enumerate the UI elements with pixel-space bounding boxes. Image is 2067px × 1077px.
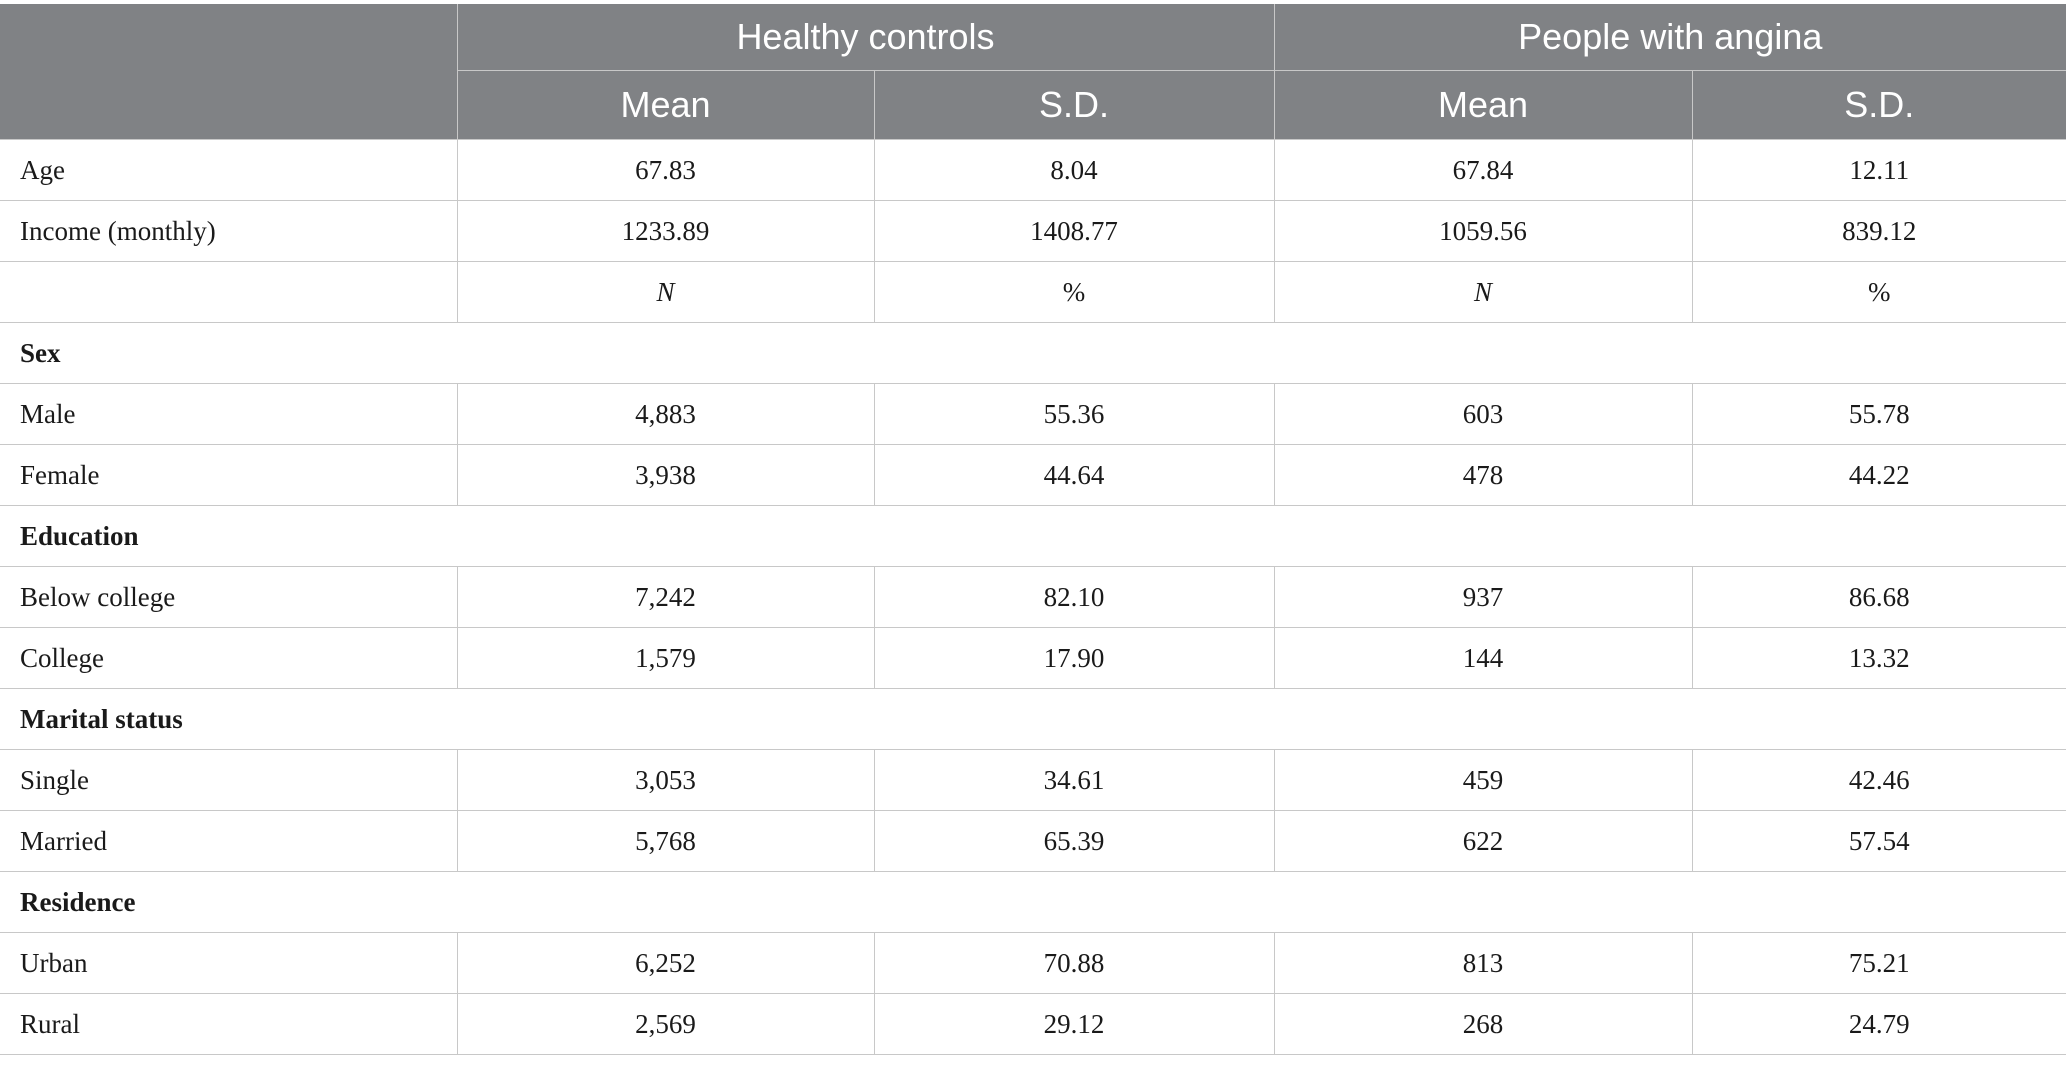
header-group-angina: People with angina [1273, 4, 2067, 71]
section-row-residence: Residence [0, 871, 2067, 933]
cell-healthy-pct: 44.64 [873, 444, 1275, 506]
cell-healthy-n: 3,938 [456, 444, 875, 506]
table-row-married: Married 5,768 65.39 622 57.54 [0, 810, 2067, 872]
table-row-age: Age 67.83 8.04 67.84 12.11 [0, 139, 2067, 201]
cell-angina-n: 268 [1273, 993, 1693, 1055]
table-row-below-college: Below college 7,242 82.10 937 86.68 [0, 566, 2067, 628]
cell-healthy-pct: 82.10 [873, 566, 1275, 628]
cell-angina-sd: 12.11 [1691, 139, 2067, 201]
cell-healthy-n: 7,242 [456, 566, 875, 628]
cell-healthy-n: 2,569 [456, 993, 875, 1055]
cell-healthy-pct: 34.61 [873, 749, 1275, 811]
row-label: Below college [0, 566, 458, 628]
cell-angina-mean: 1059.56 [1273, 200, 1693, 262]
header-row-columns: Mean S.D. Mean S.D. [0, 70, 2067, 140]
cell-angina-pct: 86.68 [1691, 566, 2067, 628]
cell-angina-pct: 44.22 [1691, 444, 2067, 506]
cell-healthy-n: 3,053 [456, 749, 875, 811]
row-label: College [0, 627, 458, 689]
cell-healthy-mean: 1233.89 [456, 200, 875, 262]
header-group-healthy: Healthy controls [456, 4, 1275, 71]
cell-angina-n: 937 [1273, 566, 1693, 628]
section-row-sex: Sex [0, 322, 2067, 384]
table-body: Age 67.83 8.04 67.84 12.11 Income (month… [0, 139, 2067, 1055]
table-row-subheader: N % N % [0, 261, 2067, 323]
cell-healthy-n: 4,883 [456, 383, 875, 445]
cell-angina-pct: 42.46 [1691, 749, 2067, 811]
row-label: Single [0, 749, 458, 811]
cell-healthy-pct: 65.39 [873, 810, 1275, 872]
cell-angina-mean: 67.84 [1273, 139, 1693, 201]
header-mean-healthy: Mean [456, 70, 875, 140]
row-label: Female [0, 444, 458, 506]
cell-angina-pct: 13.32 [1691, 627, 2067, 689]
section-row-marital-status: Marital status [0, 688, 2067, 750]
table-row-income: Income (monthly) 1233.89 1408.77 1059.56… [0, 200, 2067, 262]
row-label: Urban [0, 932, 458, 994]
section-label: Education [0, 505, 2067, 567]
cell-angina-n: 459 [1273, 749, 1693, 811]
cell-angina-pct: 24.79 [1691, 993, 2067, 1055]
cell-healthy-n: 5,768 [456, 810, 875, 872]
section-row-education: Education [0, 505, 2067, 567]
row-label: Rural [0, 993, 458, 1055]
section-label: Sex [0, 322, 2067, 384]
cell-angina-n: 478 [1273, 444, 1693, 506]
cell-healthy-pct: 55.36 [873, 383, 1275, 445]
cell-angina-pct: 57.54 [1691, 810, 2067, 872]
section-label: Residence [0, 871, 2067, 933]
header-sd-healthy: S.D. [873, 70, 1275, 140]
cell-healthy-sd: 8.04 [873, 139, 1275, 201]
table-row-urban: Urban 6,252 70.88 813 75.21 [0, 932, 2067, 994]
row-label-empty [0, 261, 458, 323]
table-row-rural: Rural 2,569 29.12 268 24.79 [0, 993, 2067, 1055]
cell-healthy-sd: 1408.77 [873, 200, 1275, 262]
cell-healthy-n: 6,252 [456, 932, 875, 994]
cell-angina-pct: 75.21 [1691, 932, 2067, 994]
cell-angina-pct: 55.78 [1691, 383, 2067, 445]
row-label: Income (monthly) [0, 200, 458, 262]
cell-healthy-pct: 17.90 [873, 627, 1275, 689]
row-label: Age [0, 139, 458, 201]
table-row-male: Male 4,883 55.36 603 55.78 [0, 383, 2067, 445]
table-row-single: Single 3,053 34.61 459 42.46 [0, 749, 2067, 811]
section-label: Marital status [0, 688, 2067, 750]
header-mean-angina: Mean [1273, 70, 1693, 140]
subheader-n-angina: N [1273, 261, 1693, 323]
cell-angina-n: 622 [1273, 810, 1693, 872]
demographics-table: Healthy controls People with angina Mean… [0, 4, 2067, 1055]
header-corner-cell [0, 4, 458, 140]
table-row-college: College 1,579 17.90 144 13.32 [0, 627, 2067, 689]
cell-angina-n: 144 [1273, 627, 1693, 689]
subheader-pct-healthy: % [873, 261, 1275, 323]
cell-healthy-pct: 70.88 [873, 932, 1275, 994]
cell-angina-n: 813 [1273, 932, 1693, 994]
cell-healthy-n: 1,579 [456, 627, 875, 689]
table-row-female: Female 3,938 44.64 478 44.22 [0, 444, 2067, 506]
subheader-pct-angina: % [1691, 261, 2067, 323]
row-label: Married [0, 810, 458, 872]
cell-angina-sd: 839.12 [1691, 200, 2067, 262]
row-label: Male [0, 383, 458, 445]
header-sd-angina: S.D. [1691, 70, 2067, 140]
table-header: Healthy controls People with angina Mean… [0, 4, 2067, 140]
cell-angina-n: 603 [1273, 383, 1693, 445]
cell-healthy-mean: 67.83 [456, 139, 875, 201]
cell-healthy-pct: 29.12 [873, 993, 1275, 1055]
header-row-groups: Healthy controls People with angina [0, 4, 2067, 140]
subheader-n-healthy: N [456, 261, 875, 323]
